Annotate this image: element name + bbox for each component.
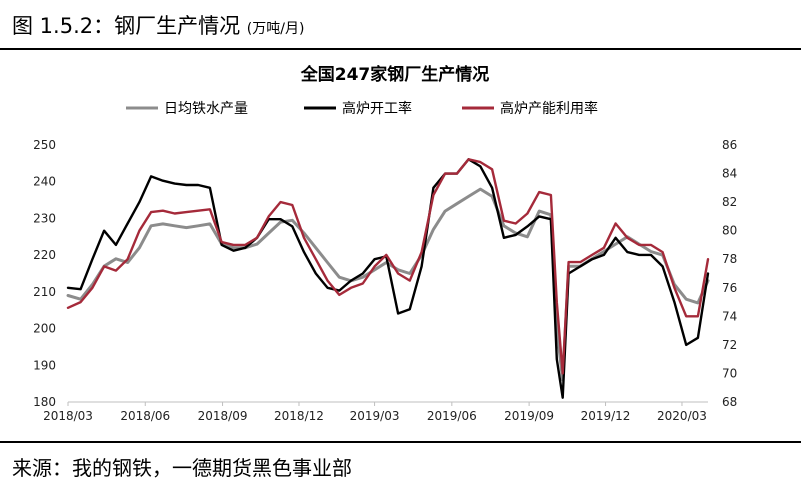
plot-area [66,158,710,399]
y-right-tick-label: 70 [722,366,737,380]
y-right-tick-label: 80 [722,224,737,238]
x-tick-label: 2018/03 [43,409,93,423]
source-note: 来源：我的钢铁，一德期货黑色事业部 [12,456,352,480]
chart-title: 全国247家钢厂生产情况 [300,64,490,85]
legend-label-2: 高炉开工率 [342,100,412,117]
series-line-1 [66,187,710,382]
steel-production-chart: 全国247家钢厂生产情况 日均铁水产量 高炉开工率 高炉产能利用率 2018/03 2… [33,64,737,423]
series-line-3 [66,158,710,375]
x-tick-label: 2019/03 [350,409,400,423]
series-line-2 [66,158,710,399]
y-right-tick-label: 84 [722,167,737,181]
y-left-tick-label: 230 [33,211,56,225]
y-right-tick-label: 76 [722,281,737,295]
x-tick-label: 2020/03 [657,409,707,423]
legend-label-3: 高炉产能利用率 [500,100,598,117]
y-left-tick-label: 180 [33,395,56,409]
y-left-tick-label: 190 [33,358,56,372]
figure-caption: 图 1.5.2：钢厂生产情况 (万吨/月) [12,10,304,40]
x-tick-label: 2018/06 [120,409,170,423]
x-tick-label: 2019/12 [581,409,631,423]
y-left-tick-label: 210 [33,285,56,299]
y-right-tick-label: 78 [722,252,737,266]
y-right-tick-label: 86 [722,138,737,152]
top-rule [0,48,801,50]
x-tick-label: 2018/12 [274,409,324,423]
x-tick-label: 2018/09 [198,409,248,423]
figure-label: 图 1.5.2：钢厂生产情况 [12,14,241,38]
x-tick-label: 2019/06 [427,409,477,423]
x-tick-label: 2019/09 [504,409,554,423]
y-left-tick-label: 220 [33,248,56,262]
y-right-tick-label: 74 [722,309,737,323]
figure-unit: (万吨/月) [246,21,305,37]
bottom-rule [0,441,801,443]
legend-label-1: 日均铁水产量 [164,101,248,117]
y-right-tick-label: 82 [722,195,737,209]
y-left-tick-label: 200 [33,322,56,336]
y-right-tick-label: 72 [722,338,737,352]
y-left-tick-label: 240 [33,175,56,189]
legend: 日均铁水产量 高炉开工率 高炉产能利用率 [126,100,598,117]
y-right-tick-label: 68 [722,395,737,409]
y-left-tick-label: 250 [33,138,56,152]
axes: 2018/03 2018/06 2018/09 2018/12 2019/03 2019/… [33,138,737,423]
